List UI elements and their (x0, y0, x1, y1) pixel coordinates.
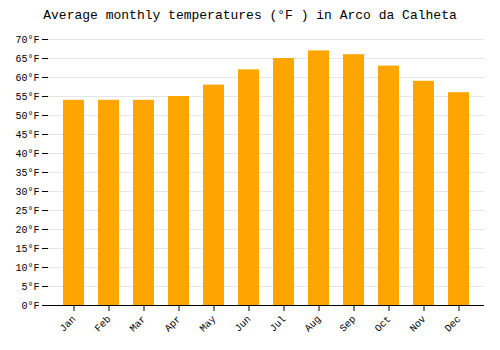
svg-text:5°F: 5°F (21, 282, 39, 293)
svg-text:20°F: 20°F (15, 225, 39, 236)
svg-text:Aug: Aug (303, 314, 324, 335)
svg-text:25°F: 25°F (15, 206, 39, 217)
svg-text:Oct: Oct (373, 314, 394, 335)
svg-text:May: May (198, 314, 219, 335)
svg-text:15°F: 15°F (15, 244, 39, 255)
html-text:Average monthly temperatures (: Average monthly temperatures (°F ) in Ar… (43, 8, 457, 23)
svg-text:40°F: 40°F (15, 149, 39, 160)
svg-text:65°F: 65°F (15, 54, 39, 65)
svg-text:Dec: Dec (443, 314, 464, 335)
svg-text:Jan: Jan (58, 314, 79, 335)
svg-text:70°F: 70°F (15, 35, 39, 46)
svg-text:30°F: 30°F (15, 187, 39, 198)
svg-text:35°F: 35°F (15, 168, 39, 179)
svg-text:55°F: 55°F (15, 92, 39, 103)
svg-text:45°F: 45°F (15, 130, 39, 141)
svg-text:Mar: Mar (128, 314, 149, 335)
svg-text:Nov: Nov (408, 314, 429, 335)
svg-text:Sep: Sep (338, 314, 359, 335)
svg-text:Feb: Feb (93, 314, 114, 335)
svg-text:Jul: Jul (268, 314, 289, 335)
svg-text:60°F: 60°F (15, 73, 39, 84)
svg-text:0°F: 0°F (21, 301, 39, 312)
svg-text:10°F: 10°F (15, 263, 39, 274)
svg-text:Apr: Apr (163, 314, 184, 335)
svg-text:50°F: 50°F (15, 111, 39, 122)
svg-text:Jun: Jun (233, 314, 254, 335)
